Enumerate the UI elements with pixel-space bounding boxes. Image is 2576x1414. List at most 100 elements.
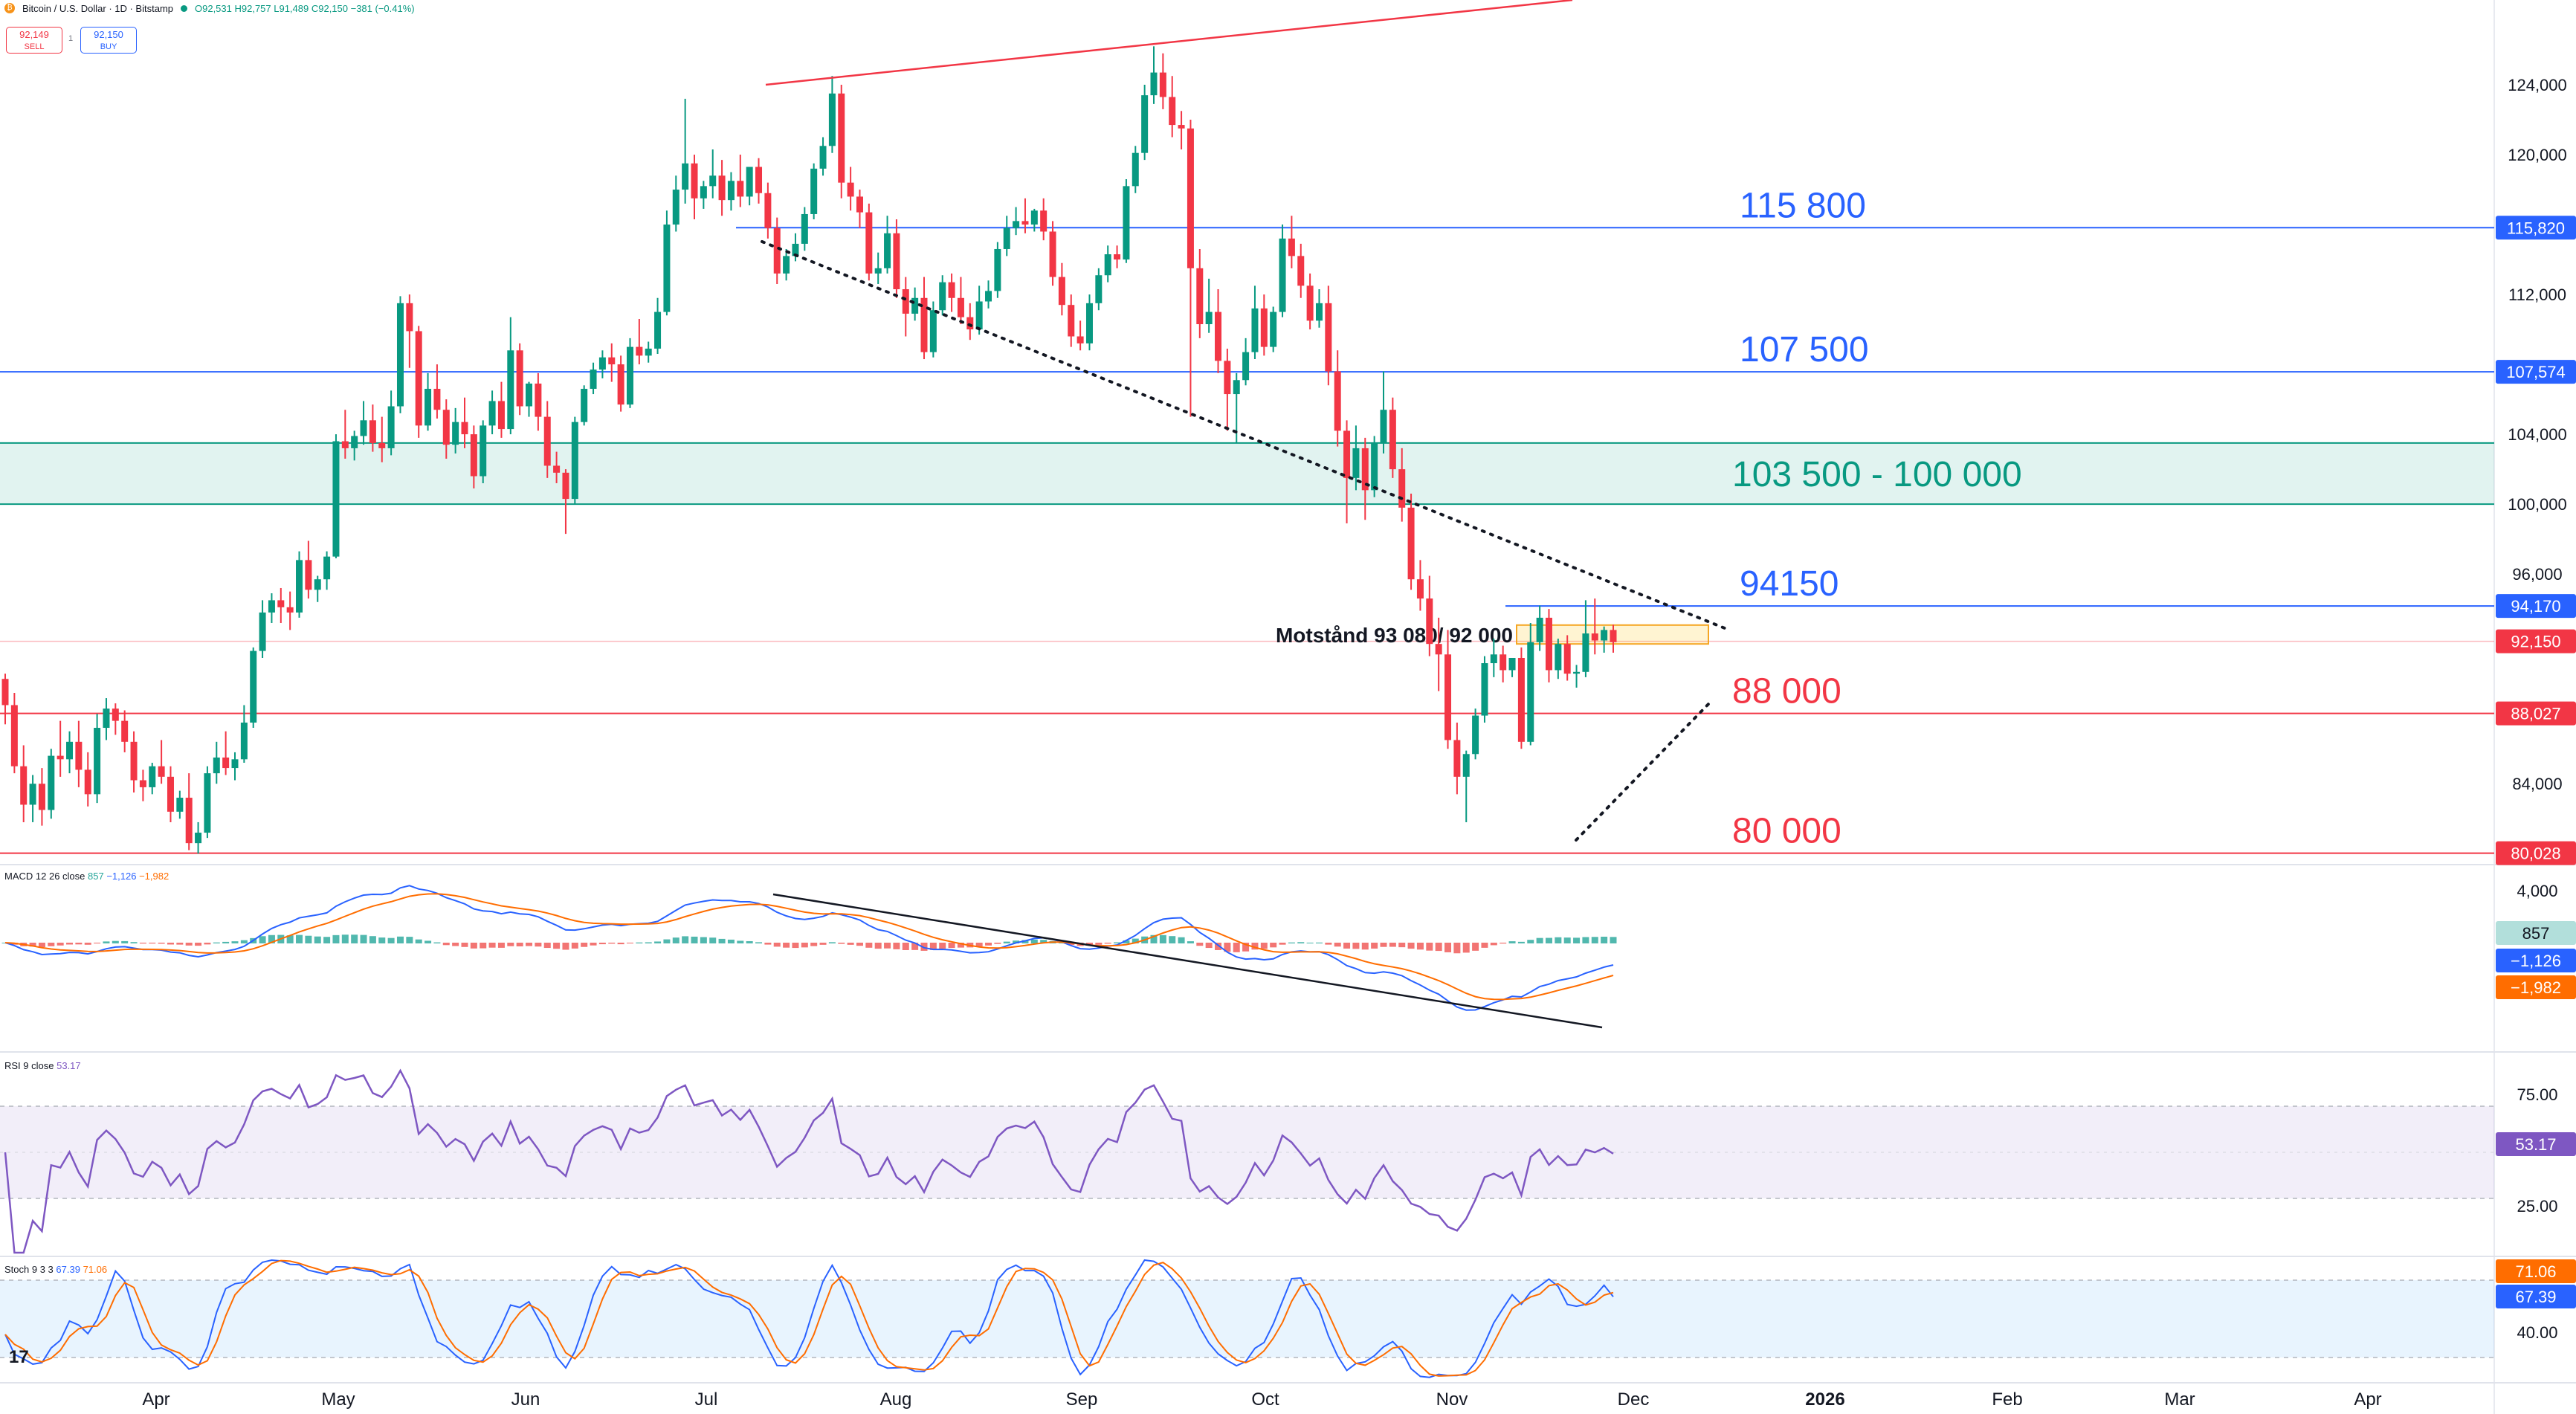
candle-body xyxy=(396,303,404,407)
macd-histogram-bar xyxy=(452,943,459,946)
candle-body xyxy=(1251,308,1259,352)
buy-button[interactable]: 92,150 BUY xyxy=(80,27,137,54)
candle-body xyxy=(1,679,9,706)
candle-body xyxy=(535,383,542,417)
candle-body xyxy=(626,346,633,405)
macd-histogram-bar xyxy=(792,943,799,949)
price-axis-tag xyxy=(2496,701,2576,726)
candle-body xyxy=(911,297,919,314)
macd-histogram-bar xyxy=(167,943,174,945)
macd-histogram-bar xyxy=(1426,943,1433,951)
candle-body xyxy=(902,289,909,314)
level-label: 115 800 xyxy=(1740,186,1866,225)
candle-body xyxy=(1030,210,1038,225)
macd-histogram-bar xyxy=(1068,943,1075,946)
macd-histogram-bar xyxy=(1085,943,1093,946)
macd-value-tag xyxy=(2496,921,2576,945)
macd-histogram-bar xyxy=(1021,940,1029,943)
candle-body xyxy=(1085,303,1093,343)
macd-histogram-bar xyxy=(1555,937,1562,943)
candle-body xyxy=(1472,715,1479,755)
upper-trendline xyxy=(765,0,1573,86)
candle-body xyxy=(828,93,836,146)
buy-label: BUY xyxy=(100,42,117,51)
level-label: 107 500 xyxy=(1740,330,1869,369)
candle-body xyxy=(948,282,955,298)
candle-body xyxy=(737,181,744,197)
candle-body xyxy=(1545,617,1552,671)
macd-histogram-bar xyxy=(259,936,266,943)
macd-histogram-bar xyxy=(1416,943,1424,950)
candle-body xyxy=(1123,186,1130,260)
candle-body xyxy=(1270,311,1277,347)
price-tick: 84,000 xyxy=(2512,775,2562,793)
macd-histogram-bar xyxy=(1334,943,1341,947)
macd-histogram-bar xyxy=(654,941,662,943)
macd-histogram-bar xyxy=(874,943,882,949)
macd-histogram-bar xyxy=(1481,943,1488,948)
candle-body xyxy=(581,389,588,422)
price-axis-tag-text: 107,574 xyxy=(2506,363,2566,381)
candle-body xyxy=(1426,598,1433,645)
candle-body xyxy=(10,705,18,766)
macd-histogram-bar xyxy=(1187,941,1194,943)
candle-body xyxy=(250,650,257,723)
candle-body xyxy=(792,243,799,256)
chart-header: ₿ Bitcoin / U.S. Dollar · 1D · Bitstamp … xyxy=(0,0,415,16)
candle-body xyxy=(1601,630,1608,641)
macd-histogram-bar xyxy=(1251,943,1259,950)
macd-histogram-bar xyxy=(920,943,928,951)
price-axis-tag-text: 115,820 xyxy=(2507,219,2565,237)
candle-body xyxy=(497,401,505,430)
candle-body xyxy=(1334,371,1341,431)
candle-body xyxy=(1380,410,1387,443)
candle-body xyxy=(957,297,964,317)
candle-body xyxy=(1003,227,1010,249)
resistance-label: Motstånd 93 080/ 92 000 xyxy=(1276,624,1513,647)
candle-body xyxy=(305,560,312,590)
sell-button[interactable]: 92,149 SELL xyxy=(6,27,62,54)
candle-body xyxy=(314,579,321,590)
candle-body xyxy=(893,233,900,290)
candle-body xyxy=(617,364,624,405)
macd-histogram-bar xyxy=(1178,937,1185,943)
macd-histogram-bar xyxy=(314,936,321,943)
candle-body xyxy=(1013,221,1020,228)
candle-body xyxy=(819,146,827,169)
candle-body xyxy=(1187,128,1194,268)
macd-histogram-bar xyxy=(1389,943,1396,947)
candle-body xyxy=(38,784,45,810)
candle-body xyxy=(1490,654,1497,664)
price-axis-tag-text: 80,028 xyxy=(2511,845,2560,863)
macd-signal-line xyxy=(4,893,1614,1001)
macd-histogram-bar xyxy=(810,943,818,946)
macd-histogram-bar xyxy=(425,940,432,943)
macd-histogram-bar xyxy=(929,943,937,950)
macd-histogram-bar xyxy=(480,943,487,949)
candle-body xyxy=(672,190,679,225)
candle-body xyxy=(746,167,753,197)
macd-histogram-bar xyxy=(1095,943,1103,945)
macd-histogram-bar xyxy=(1517,941,1525,943)
macd-histogram-bar xyxy=(1169,936,1176,943)
macd-histogram-bar xyxy=(562,943,569,950)
macd-histogram-bar xyxy=(1527,940,1534,943)
level-label: 80 000 xyxy=(1732,812,1841,851)
macd-histogram-bar xyxy=(1196,943,1204,946)
macd-histogram-bar xyxy=(1563,937,1571,943)
current-price-text: 92,150 xyxy=(2511,633,2560,651)
macd-histogram-bar xyxy=(672,937,679,943)
candle-body xyxy=(691,163,698,198)
candle-body xyxy=(1352,448,1360,478)
macd-histogram-bar xyxy=(1132,938,1139,943)
macd-histogram-bar xyxy=(1215,943,1222,950)
candle-body xyxy=(571,422,578,500)
candle-body xyxy=(1517,657,1525,742)
macd-histogram-bar xyxy=(323,937,331,943)
sell-label: SELL xyxy=(24,42,45,51)
candle-body xyxy=(1279,238,1286,312)
macd-histogram-bar xyxy=(764,943,772,945)
candle-body xyxy=(29,784,36,805)
macd-histogram-bar xyxy=(1545,937,1552,943)
